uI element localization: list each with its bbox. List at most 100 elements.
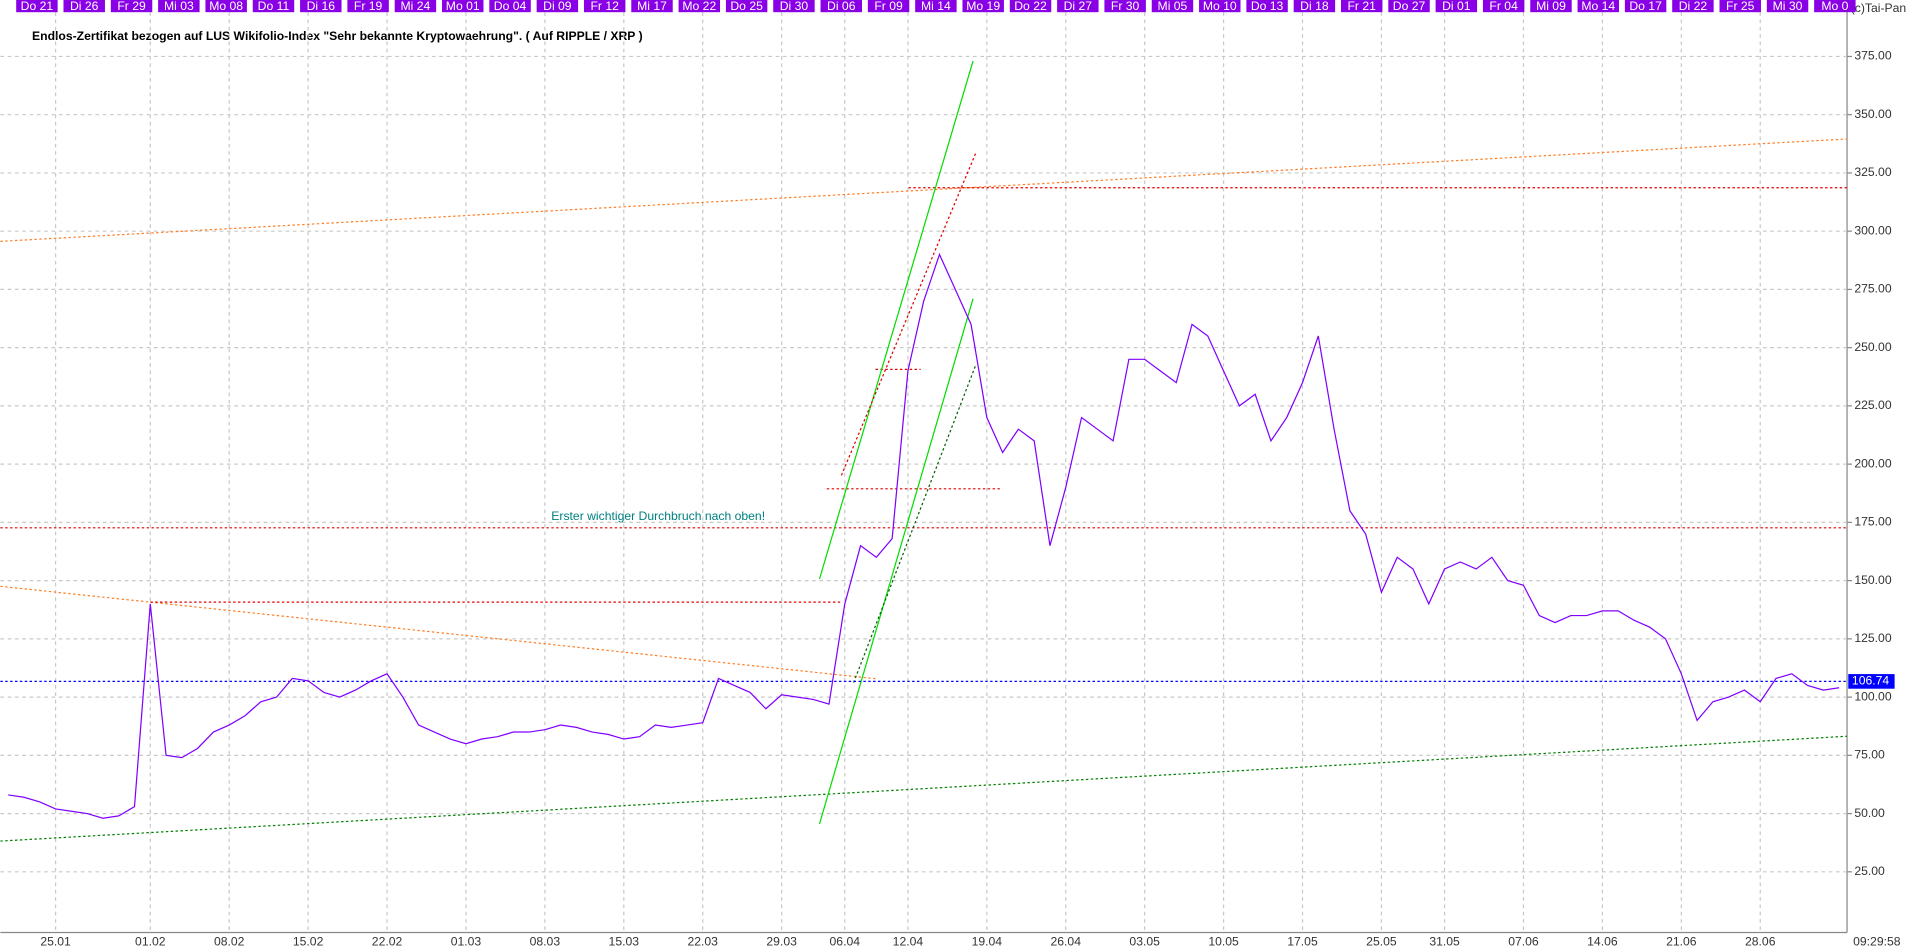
top-date-box bbox=[1814, 0, 1856, 13]
top-date-box bbox=[1340, 0, 1383, 13]
x-tick-label: 14.06 bbox=[1587, 934, 1618, 948]
y-tick-label: 200.00 bbox=[1854, 456, 1891, 470]
x-tick-label: 21.06 bbox=[1666, 934, 1697, 948]
top-date-box bbox=[1577, 0, 1620, 13]
y-tick-label: 300.00 bbox=[1854, 223, 1891, 237]
top-date-box bbox=[867, 0, 910, 13]
top-date-box bbox=[1009, 0, 1052, 13]
top-date-label: Do 11 bbox=[258, 0, 290, 13]
top-date-label: Mo 01 bbox=[446, 0, 480, 13]
top-date-label: Fr 21 bbox=[1348, 0, 1377, 13]
top-date-label: Fr 19 bbox=[354, 0, 383, 13]
top-date-box bbox=[110, 0, 153, 13]
y-tick-label: 175.00 bbox=[1854, 515, 1891, 529]
top-date-box bbox=[725, 0, 768, 13]
top-date-label: Di 22 bbox=[1679, 0, 1708, 13]
top-date-label: Do 04 bbox=[494, 0, 527, 13]
copyright: (c)Tai-Pan bbox=[1851, 1, 1906, 15]
top-date-box bbox=[678, 0, 721, 13]
top-date-label: Fr 25 bbox=[1726, 0, 1755, 13]
downtrend-line bbox=[0, 585, 879, 680]
x-tick-label: 03.05 bbox=[1129, 934, 1160, 948]
top-date-box bbox=[1530, 0, 1572, 13]
y-tick-label: 275.00 bbox=[1854, 282, 1891, 296]
top-date-box bbox=[442, 0, 484, 13]
top-date-label: Mi 03 bbox=[164, 0, 194, 13]
y-tick-label: 50.00 bbox=[1854, 806, 1885, 820]
top-date-label: Mo 08 bbox=[209, 0, 243, 13]
top-date-box bbox=[158, 0, 200, 13]
top-date-label: Do 27 bbox=[1393, 0, 1426, 13]
y-tick-label: 325.00 bbox=[1854, 165, 1891, 179]
top-date-box bbox=[1435, 0, 1478, 13]
resistance-line bbox=[0, 138, 1848, 242]
top-date-box bbox=[820, 0, 862, 13]
top-date-label: Mi 30 bbox=[1773, 0, 1803, 13]
x-tick-label: 15.02 bbox=[293, 934, 324, 948]
top-date-label: Mo 10 bbox=[1203, 0, 1237, 13]
top-date-label: Di 06 bbox=[827, 0, 856, 13]
top-date-box bbox=[394, 0, 437, 13]
x-tick-label: 15.03 bbox=[609, 934, 640, 948]
top-date-label: Fr 09 bbox=[874, 0, 903, 13]
top-date-box bbox=[915, 0, 957, 13]
channel-line bbox=[818, 298, 974, 825]
x-tick-label: 07.06 bbox=[1508, 934, 1539, 948]
x-tick-label: 08.02 bbox=[214, 934, 245, 948]
top-date-box bbox=[1719, 0, 1761, 13]
last-value-box bbox=[1848, 674, 1895, 689]
time-label: 09:29:58 bbox=[1853, 934, 1901, 948]
y-tick-label: 225.00 bbox=[1854, 398, 1891, 412]
top-date-label: Mi 05 bbox=[1158, 0, 1188, 13]
top-date-label: Di 01 bbox=[1442, 0, 1471, 13]
top-date-label: Do 17 bbox=[1629, 0, 1662, 13]
price-line bbox=[8, 252, 1840, 819]
top-date-label: Di 26 bbox=[70, 0, 99, 13]
y-tick-label: 100.00 bbox=[1854, 689, 1891, 703]
x-tick-label: 22.02 bbox=[372, 934, 403, 948]
top-date-label: Fr 30 bbox=[1111, 0, 1140, 13]
top-date-label: Mi 09 bbox=[1536, 0, 1566, 13]
top-date-label: Di 27 bbox=[1064, 0, 1093, 13]
y-tick-label: 75.00 bbox=[1854, 748, 1885, 762]
top-date-label: Di 30 bbox=[780, 0, 809, 13]
top-date-label: Fr 29 bbox=[117, 0, 146, 13]
x-tick-label: 01.02 bbox=[135, 934, 166, 948]
top-date-label: Di 09 bbox=[543, 0, 572, 13]
top-date-box bbox=[63, 0, 105, 13]
drawn-lines bbox=[0, 60, 1848, 842]
top-date-label: Fr 12 bbox=[590, 0, 619, 13]
annotation: Erster wichtiger Durchbruch nach oben! bbox=[551, 509, 765, 523]
y-tick-label: 375.00 bbox=[1854, 49, 1891, 63]
top-date-box bbox=[16, 0, 58, 13]
x-tick-label: 10.05 bbox=[1208, 934, 1239, 948]
channel-line bbox=[818, 60, 974, 580]
top-date-label: Do 13 bbox=[1251, 0, 1284, 13]
top-date-label: Do 21 bbox=[21, 0, 54, 13]
top-date-box bbox=[583, 0, 626, 13]
top-date-label: Do 25 bbox=[730, 0, 763, 13]
top-date-box bbox=[1104, 0, 1146, 13]
top-date-box bbox=[1624, 0, 1667, 13]
x-tick-label: 29.03 bbox=[766, 934, 797, 948]
x-tick-label: 01.03 bbox=[451, 934, 482, 948]
top-date-label: Di 18 bbox=[1300, 0, 1329, 13]
top-date-box bbox=[962, 0, 1004, 13]
x-tick-label: 12.04 bbox=[893, 934, 924, 948]
top-date-box bbox=[252, 0, 295, 13]
top-date-box bbox=[1293, 0, 1336, 13]
top-date-box bbox=[773, 0, 815, 13]
x-tick-label: 17.05 bbox=[1287, 934, 1318, 948]
top-date-label: Mo 14 bbox=[1581, 0, 1615, 13]
x-tick-label: 25.01 bbox=[40, 934, 71, 948]
x-tick-label: 19.04 bbox=[972, 934, 1003, 948]
top-date-box bbox=[1151, 0, 1194, 13]
top-date-box bbox=[631, 0, 673, 13]
y-tick-label: 350.00 bbox=[1854, 107, 1891, 121]
channel-line bbox=[853, 365, 977, 683]
last-value-label: 106.74 bbox=[1852, 674, 1889, 688]
top-date-box bbox=[1388, 0, 1430, 13]
